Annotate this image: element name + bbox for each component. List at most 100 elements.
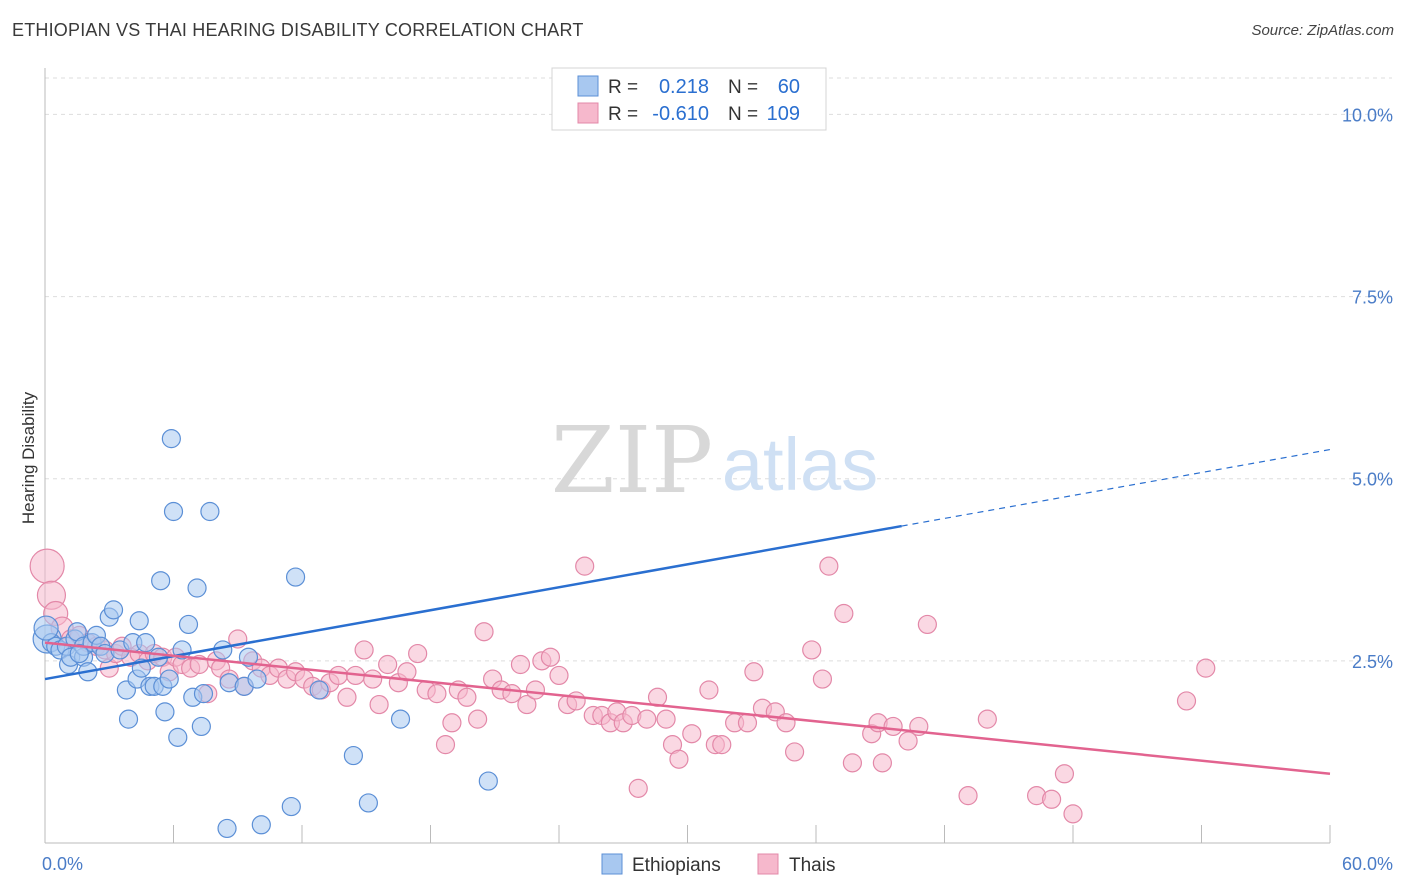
thai-point-66 [566, 691, 586, 711]
thai-point-108 [1176, 691, 1197, 711]
gridlines [45, 77, 1392, 662]
ethiopian-point-31 [155, 702, 175, 722]
y-tick-label-2: 7.5% [1352, 288, 1393, 308]
stat-n-label-2: N = [728, 104, 758, 125]
thai-point-51 [442, 713, 462, 733]
thai-point-50 [435, 735, 456, 755]
thai-point-95 [842, 753, 863, 773]
thai-point-63 [540, 647, 561, 667]
thai-point-83 [712, 735, 732, 755]
ethiopian-point-37 [178, 614, 199, 635]
stat-r-label-1: R = [608, 77, 638, 98]
thai-point-60 [517, 694, 537, 715]
thai-point-47 [408, 643, 428, 664]
ethiopian-point-23 [129, 611, 149, 631]
ethiopian-point-55 [390, 709, 411, 729]
ethiopian-point-51 [285, 567, 306, 587]
ethiopian-point-34 [163, 501, 184, 522]
ethiopian-point-50 [281, 796, 301, 817]
ethiopian-point-29 [151, 571, 171, 591]
thai-point-55 [474, 622, 494, 642]
thai-point-86 [744, 662, 764, 682]
x-tick-labels: 0.0% 60.0% [42, 854, 1393, 874]
ethiopian-point-39 [187, 578, 207, 598]
x-tick-label-start: 0.0% [42, 854, 83, 874]
watermark: ZIP atlas [551, 407, 878, 514]
thai-point-0 [29, 548, 65, 584]
y-tick-label-1: 5.0% [1352, 470, 1393, 490]
thai-point-53 [457, 687, 477, 707]
thai-point-59 [510, 654, 531, 675]
thai-point-54 [468, 709, 488, 729]
y-tick-labels: 2.5% 5.0% 7.5% 10.0% [1342, 105, 1393, 671]
thai-point-61 [525, 680, 546, 700]
thai-point-92 [812, 669, 833, 689]
legend-thais-label: Thais [789, 855, 835, 876]
ethiopian-point-59 [69, 643, 89, 664]
thai-point-106 [1054, 764, 1075, 784]
ethiopian-point-35 [168, 727, 188, 747]
stats-legend: R = 0.218 N = 60 R = -0.610 N = 109 [551, 67, 827, 131]
thai-point-102 [917, 614, 937, 635]
axes [44, 68, 1331, 844]
thai-point-85 [737, 713, 758, 733]
ethiopian-point-33 [161, 429, 181, 449]
legend-swatch-blue [577, 75, 599, 97]
thai-point-39 [337, 687, 357, 707]
thai-point-41 [354, 640, 374, 660]
thai-point-79 [669, 749, 689, 769]
ethiopian-point-53 [343, 745, 363, 766]
ethiopian-trend-extension [901, 448, 1331, 527]
ethiopian-point-42 [200, 501, 220, 522]
thai-point-44 [378, 654, 398, 675]
thai-point-49 [427, 684, 447, 704]
ethiopian-points [32, 108, 766, 839]
ethiopian-point-52 [309, 680, 329, 700]
thai-point-98 [872, 753, 892, 773]
thai-point-94 [834, 603, 854, 624]
thai-point-75 [637, 709, 657, 729]
legend-swatch-pink [577, 102, 599, 124]
ethiopian-point-40 [191, 716, 211, 737]
thai-point-77 [656, 709, 676, 729]
series-legend: Ethiopians Thais [601, 853, 835, 876]
ethiopian-point-44 [217, 818, 237, 839]
thai-point-109 [1196, 658, 1216, 678]
thai-point-80 [682, 724, 702, 744]
stat-n-value-1: 60 [778, 76, 800, 98]
ethiopian-point-41 [193, 684, 214, 704]
ethiopian-point-43 [213, 640, 233, 660]
thai-point-110 [1041, 789, 1062, 809]
ethiopian-point-54 [358, 793, 378, 813]
chart-title: ETHIOPIAN VS THAI HEARING DISABILITY COR… [12, 20, 584, 40]
ethiopian-trend-line [44, 524, 902, 681]
x-tick-label-end: 60.0% [1342, 854, 1393, 874]
stat-n-label-1: N = [728, 77, 758, 98]
thai-point-67 [575, 556, 595, 576]
thai-point-107 [1063, 804, 1083, 824]
source-credit: Source: ZipAtlas.com [1251, 22, 1394, 39]
ethiopian-point-32 [159, 669, 179, 689]
y-tick-label-0: 2.5% [1352, 652, 1393, 672]
thai-point-93 [819, 556, 839, 576]
thai-point-64 [549, 665, 569, 686]
ethiopian-point-58 [33, 615, 59, 641]
thai-point-81 [699, 680, 719, 700]
thai-trend-line [44, 641, 1331, 776]
legend-ethiopians-label: Ethiopians [632, 855, 721, 876]
thai-point-91 [802, 640, 822, 660]
stat-r-label-2: R = [608, 104, 638, 125]
ethiopian-point-48 [247, 669, 267, 689]
thai-point-99 [883, 716, 903, 737]
y-axis-label: Hearing Disability [19, 391, 38, 524]
thai-point-43 [369, 694, 389, 715]
thai-point-90 [784, 742, 805, 762]
legend-ethiopians-swatch [601, 853, 623, 875]
watermark-atlas: atlas [722, 423, 878, 506]
trend-lines [44, 448, 1331, 776]
thai-point-58 [502, 684, 522, 704]
thai-point-100 [898, 731, 918, 751]
ethiopian-point-20 [118, 709, 139, 729]
watermark-zip: ZIP [551, 407, 713, 514]
